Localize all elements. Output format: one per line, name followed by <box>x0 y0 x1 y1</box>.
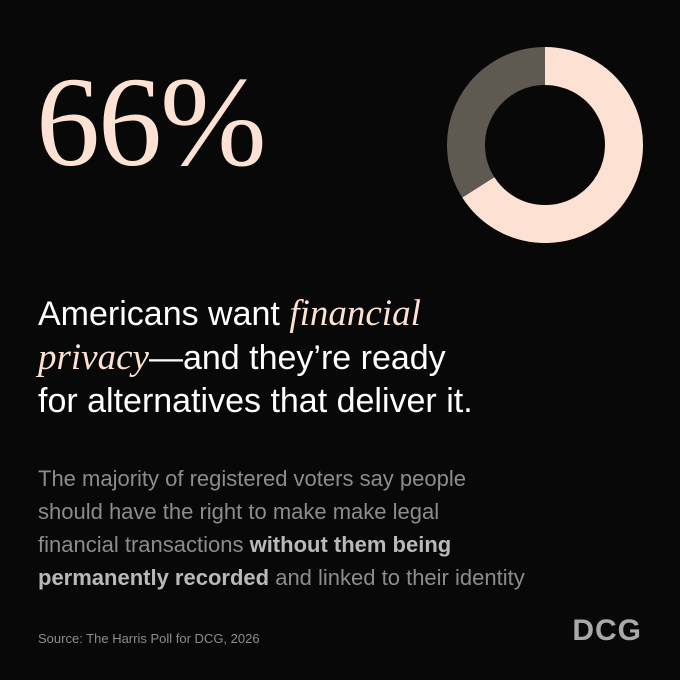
text: Americans want <box>38 295 280 333</box>
text: for alternatives that deliver it. <box>38 382 473 420</box>
text: —and they’re ready <box>148 339 446 377</box>
headline-line: Americans want financial <box>38 292 473 336</box>
headline-line: for alternatives that deliver it. <box>38 380 473 423</box>
headline: Americans want financial privacy—and the… <box>38 292 473 423</box>
donut-segment <box>462 47 643 243</box>
text: and linked to their identity <box>275 565 525 590</box>
body-text: The majority of registered voters say pe… <box>38 462 525 594</box>
headline-line: privacy—and they’re ready <box>38 336 473 380</box>
body-line: should have the right to make make legal <box>38 495 525 528</box>
logo: DCG <box>572 614 642 647</box>
donut-segment <box>447 47 546 198</box>
source: Source: The Harris Poll for DCG, 2026 <box>38 631 260 646</box>
bold-text: permanently recorded <box>38 565 270 590</box>
body-line: The majority of registered voters say pe… <box>38 462 525 495</box>
text: financial transactions <box>38 532 244 557</box>
text: should have the right to make make legal <box>38 499 440 524</box>
big-value: 66% <box>36 51 267 193</box>
emphasis: privacy <box>38 337 149 378</box>
body-line: financial transactions without them bein… <box>38 528 525 561</box>
text: The majority of registered voters say pe… <box>38 466 466 491</box>
bold-text: without them being <box>249 532 452 557</box>
body-line: permanently recorded and linked to their… <box>38 561 525 594</box>
emphasis: financial <box>289 293 421 334</box>
